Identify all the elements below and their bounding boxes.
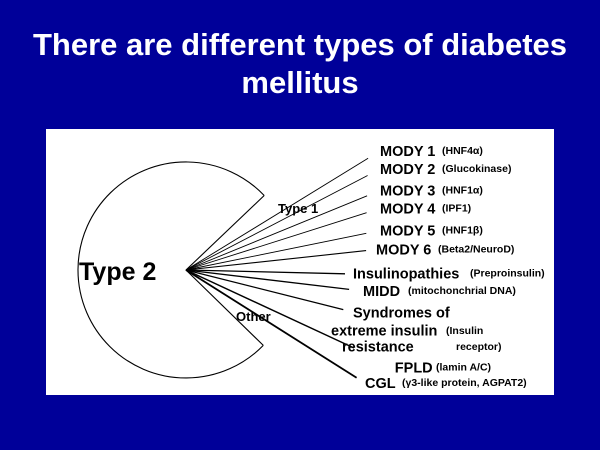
svg-text:MODY 4: MODY 4 bbox=[380, 202, 435, 218]
svg-text:MODY 5: MODY 5 bbox=[380, 224, 435, 240]
svg-text:(Preproinsulin): (Preproinsulin) bbox=[470, 268, 545, 280]
svg-text:receptor): receptor) bbox=[456, 341, 502, 353]
svg-text:(mitochonchrial DNA): (mitochonchrial DNA) bbox=[408, 285, 516, 297]
svg-text:(HNF1α): (HNF1α) bbox=[442, 185, 483, 197]
svg-text:(HNF1β): (HNF1β) bbox=[442, 225, 483, 237]
svg-text:(Insulin: (Insulin bbox=[446, 325, 483, 337]
svg-text:(HNF4α): (HNF4α) bbox=[442, 145, 483, 157]
svg-text:Type 1: Type 1 bbox=[278, 201, 318, 216]
svg-text:CGL: CGL bbox=[365, 376, 396, 392]
svg-text:extreme insulin: extreme insulin bbox=[331, 324, 437, 340]
svg-text:Syndromes of: Syndromes of bbox=[353, 305, 450, 321]
svg-text:(Glucokinase): (Glucokinase) bbox=[442, 163, 511, 175]
svg-text:MODY 6: MODY 6 bbox=[376, 243, 431, 259]
svg-text:MODY 3: MODY 3 bbox=[380, 184, 435, 200]
svg-text:Other: Other bbox=[236, 309, 271, 324]
svg-text:Insulinopathies: Insulinopathies bbox=[353, 267, 459, 283]
svg-text:(Beta2/NeuroD): (Beta2/NeuroD) bbox=[438, 244, 514, 256]
svg-text:resistance: resistance bbox=[342, 339, 414, 355]
svg-text:(lamin A/C): (lamin A/C) bbox=[436, 362, 491, 374]
svg-text:Type 2: Type 2 bbox=[79, 258, 156, 286]
svg-text:(IPF1): (IPF1) bbox=[442, 203, 471, 215]
svg-text:MIDD: MIDD bbox=[363, 284, 400, 300]
svg-text:MODY 2: MODY 2 bbox=[380, 162, 435, 178]
svg-text:MODY 1: MODY 1 bbox=[380, 144, 435, 160]
svg-text:FPLD: FPLD bbox=[395, 361, 433, 377]
svg-text:(γ3-like protein, AGPAT2): (γ3-like protein, AGPAT2) bbox=[402, 377, 527, 389]
